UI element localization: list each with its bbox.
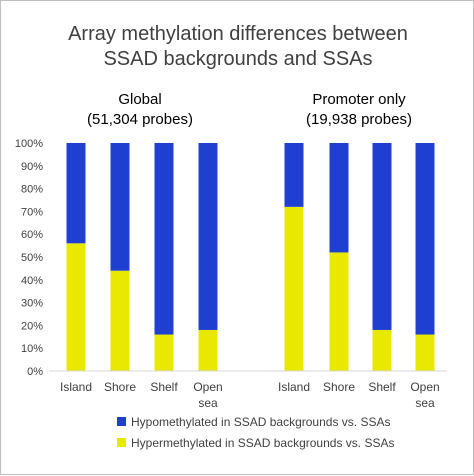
- group-title-line: Promoter only: [312, 91, 406, 108]
- x-category-label: Island: [60, 380, 92, 394]
- y-tick-label: 80%: [21, 184, 43, 196]
- bar-segment: [110, 143, 130, 271]
- chart-title-line: SSAD backgrounds and SSAs: [103, 48, 372, 70]
- group-title-line: (19,938 probes): [306, 111, 412, 128]
- y-tick-label: 50%: [21, 252, 43, 264]
- y-tick-label: 10%: [21, 343, 43, 355]
- bar-segment: [198, 329, 218, 371]
- y-tick-label: 30%: [21, 298, 43, 310]
- legend-swatch: [117, 438, 126, 447]
- bar-segment: [66, 243, 86, 371]
- bar-segment: [372, 329, 392, 371]
- x-category-label: sea: [198, 396, 218, 410]
- bar-segment: [198, 143, 218, 330]
- x-category-label: Shelf: [368, 380, 396, 394]
- bar-segment: [329, 143, 349, 253]
- x-category-label: Open: [193, 380, 222, 394]
- bar-segment: [415, 334, 435, 371]
- y-tick-label: 60%: [21, 229, 43, 241]
- bar-segment: [66, 143, 86, 244]
- legend-label: Hypomethylated in SSAD backgrounds vs. S…: [131, 415, 390, 429]
- y-tick-label: 40%: [21, 275, 43, 287]
- chart-title-line: Array methylation differences between: [68, 23, 408, 45]
- y-tick-label: 20%: [21, 320, 43, 332]
- bar-segment: [284, 206, 304, 371]
- x-category-label: Island: [278, 380, 310, 394]
- bar-segment: [329, 252, 349, 371]
- group-title-line: Global: [118, 91, 161, 108]
- x-category-label: Open: [410, 380, 439, 394]
- y-tick-label: 70%: [21, 206, 43, 218]
- x-category-label: Shelf: [150, 380, 178, 394]
- legend-swatch: [117, 417, 126, 426]
- y-tick-label: 100%: [15, 138, 43, 150]
- bar-segment: [372, 143, 392, 330]
- legend-label: Hypermethylated in SSAD backgrounds vs. …: [131, 436, 394, 450]
- bar-segment: [154, 143, 174, 335]
- y-tick-label: 0%: [27, 366, 43, 378]
- bar-segment: [154, 334, 174, 371]
- bar-segment: [415, 143, 435, 335]
- bar-segment: [284, 143, 304, 207]
- x-category-label: Shore: [323, 380, 355, 394]
- y-tick-label: 90%: [21, 161, 43, 173]
- x-category-label: Shore: [104, 380, 136, 394]
- bar-segment: [110, 270, 130, 371]
- x-category-label: sea: [415, 396, 435, 410]
- group-title-line: (51,304 probes): [87, 111, 193, 128]
